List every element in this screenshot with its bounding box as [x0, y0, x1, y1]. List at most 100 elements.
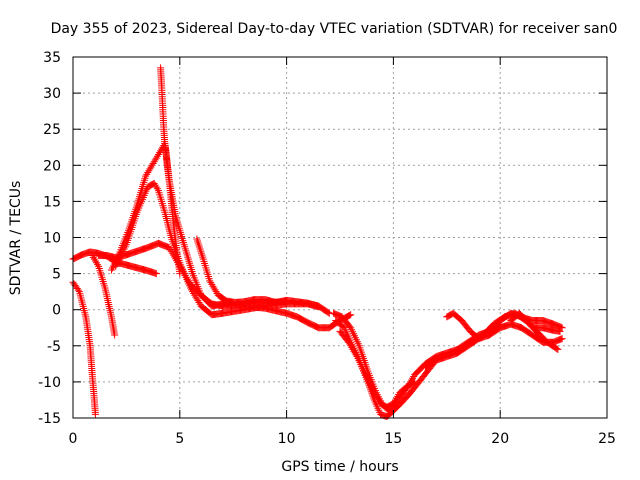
data-point	[558, 335, 566, 343]
data-point	[352, 351, 360, 359]
data-point	[188, 286, 196, 294]
data-point	[374, 396, 382, 404]
data-point	[393, 394, 401, 402]
data-point	[212, 288, 220, 296]
data-point	[206, 277, 214, 285]
data-point	[150, 158, 158, 166]
data-point	[351, 349, 359, 357]
data-point	[151, 156, 159, 164]
data-point	[207, 279, 215, 287]
y-tick-label: 25	[43, 122, 61, 138]
axis-ticks: 0 5 10 15 20 25 -15 -10 -5 0 5 10 15 20 25 30 35	[38, 50, 616, 447]
data-point	[394, 392, 402, 400]
series-track-c	[88, 252, 119, 339]
data-point	[558, 324, 566, 332]
data-point	[153, 185, 161, 193]
data-point	[147, 163, 155, 171]
x-tick-label: 5	[175, 431, 184, 447]
data-point	[411, 378, 419, 386]
data-point	[348, 344, 356, 352]
data-point	[88, 252, 96, 260]
plot-frame	[72, 56, 608, 419]
y-tick-label: -10	[38, 375, 61, 391]
data-point	[556, 327, 564, 335]
data-point	[111, 331, 119, 339]
x-tick-label: 0	[69, 431, 78, 447]
data-point	[150, 179, 158, 187]
data-points	[69, 64, 566, 421]
data-point	[347, 342, 355, 350]
data-point	[191, 291, 199, 299]
data-point	[144, 169, 152, 177]
data-point	[345, 338, 353, 346]
data-point	[350, 347, 358, 355]
data-point	[153, 152, 161, 160]
data-point	[211, 286, 219, 294]
data-point	[410, 379, 418, 387]
series-track-h	[219, 300, 355, 332]
x-axis-label: GPS time / hours	[281, 459, 398, 475]
data-point	[324, 309, 332, 317]
grid-layer	[73, 57, 607, 418]
x-tick-label: 15	[384, 431, 402, 447]
y-tick-label: -5	[47, 339, 61, 355]
series-track-o	[507, 309, 564, 335]
data-point	[554, 345, 562, 353]
data-point	[92, 259, 100, 267]
y-tick-label: 10	[43, 231, 61, 247]
data-point	[154, 150, 162, 158]
data-point	[347, 311, 355, 319]
data-point	[152, 154, 160, 162]
data-point	[186, 284, 194, 292]
data-point	[392, 396, 400, 404]
data-point	[190, 289, 198, 297]
y-tick-label: 35	[43, 50, 61, 66]
data-point	[152, 270, 160, 278]
data-point	[152, 183, 160, 191]
data-point	[389, 400, 397, 408]
data-point	[210, 284, 218, 292]
data-point	[346, 340, 354, 348]
data-point	[370, 389, 378, 397]
data-point	[176, 270, 184, 278]
data-point	[90, 255, 98, 263]
data-point	[156, 149, 164, 157]
data-point	[195, 298, 203, 306]
data-point	[146, 165, 154, 173]
data-point	[145, 167, 153, 175]
data-point	[149, 159, 157, 167]
data-point	[142, 172, 150, 180]
data-point	[371, 391, 379, 399]
data-point	[143, 170, 151, 178]
x-tick-label: 20	[491, 431, 509, 447]
series-track-i	[330, 309, 504, 415]
x-tick-label: 25	[598, 431, 616, 447]
x-tick-label: 10	[278, 431, 296, 447]
series-spike	[157, 64, 184, 278]
y-tick-label: 0	[52, 303, 61, 319]
data-point	[372, 392, 380, 400]
data-point	[89, 253, 97, 261]
y-tick-label: -15	[38, 411, 61, 427]
data-point	[553, 345, 561, 353]
y-axis-label: SDTVAR / TECUs	[8, 181, 24, 296]
data-point	[349, 345, 357, 353]
data-point	[151, 181, 159, 189]
data-point	[148, 161, 156, 169]
data-point	[189, 288, 197, 296]
y-tick-label: 15	[43, 194, 61, 210]
data-point	[74, 286, 82, 294]
data-point	[94, 261, 102, 269]
y-tick-label: 20	[43, 158, 61, 174]
data-point	[192, 293, 200, 301]
data-point	[373, 394, 381, 402]
data-point	[194, 297, 202, 305]
chart-title: Day 355 of 2023, Sidereal Day-to-day VTE…	[51, 21, 618, 37]
series-track-b	[69, 278, 99, 418]
series-track-k	[336, 327, 419, 411]
data-point	[208, 280, 216, 288]
data-point	[91, 410, 99, 418]
data-point	[209, 282, 217, 290]
data-point	[390, 398, 398, 406]
